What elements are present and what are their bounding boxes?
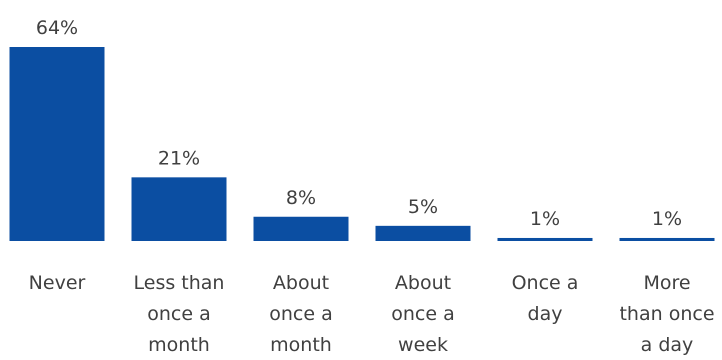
data-label: 64% <box>36 17 78 39</box>
category-label-line: day <box>528 303 563 325</box>
bar-group: 5% About once a week <box>375 196 471 356</box>
category-label-line: than once <box>619 303 714 325</box>
category-label-line: once a <box>147 303 211 325</box>
category-label-line: month <box>270 334 332 356</box>
category-label: Less than once a month <box>134 272 225 356</box>
bar-group: 64% Never <box>9 17 105 294</box>
data-label: 1% <box>652 208 682 230</box>
data-label: 5% <box>408 196 438 218</box>
data-label: 21% <box>158 147 200 169</box>
bar <box>619 237 715 241</box>
bar <box>9 47 105 241</box>
category-label-line: a day <box>641 334 694 356</box>
category-label: Once a day <box>512 272 579 325</box>
bar <box>253 216 349 241</box>
category-label: About once a week <box>391 272 455 356</box>
bar-group: 8% About once a month <box>253 187 349 356</box>
bar <box>131 177 227 241</box>
category-label-line: once a <box>269 303 333 325</box>
category-label-line: Once a <box>512 272 579 294</box>
bar-group: 1% Once a day <box>497 208 593 325</box>
category-label: About once a month <box>269 272 333 356</box>
bar-group: 21% Less than once a month <box>131 147 227 356</box>
bar <box>497 237 593 241</box>
category-label: More than once a day <box>619 272 714 356</box>
category-label-line: About <box>395 272 451 294</box>
data-label: 1% <box>530 208 560 230</box>
category-label-line: week <box>398 334 448 356</box>
category-label-line: once a <box>391 303 455 325</box>
category-label-line: month <box>148 334 210 356</box>
category-label-line: Less than <box>134 272 225 294</box>
data-label: 8% <box>286 187 316 209</box>
category-label-line: About <box>273 272 329 294</box>
category-label: Never <box>29 272 86 294</box>
bar <box>375 225 471 241</box>
category-label-line: More <box>643 272 690 294</box>
bar-group: 1% More than once a day <box>619 208 714 356</box>
category-label-line: Never <box>29 272 86 294</box>
